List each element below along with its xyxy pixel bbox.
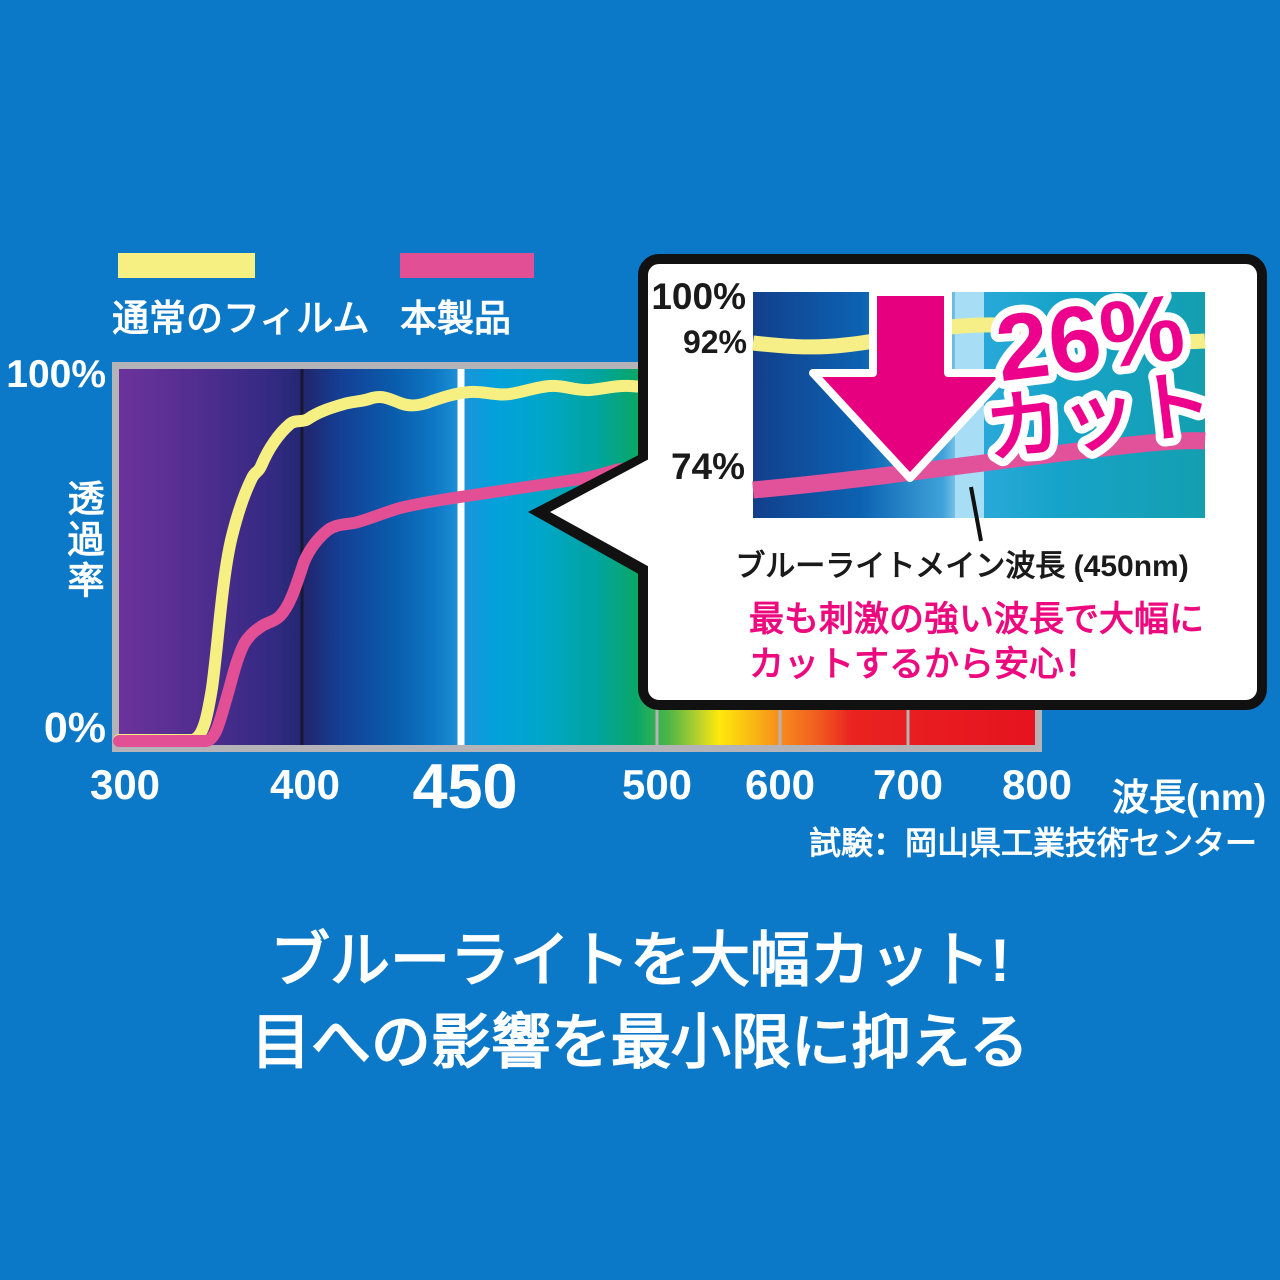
test-lab-footnote: 試験：岡山県工業技術センター — [808, 825, 1257, 861]
headline-line-2: 目への影響を最小限に抑える — [250, 1009, 1030, 1076]
x-tick-450: 450 — [412, 752, 518, 822]
mini-product-line — [752, 432, 1206, 499]
headline-line-1: ブルーライトを大幅カット! — [270, 927, 1010, 994]
marker-line-450nm — [457, 369, 465, 745]
y-axis-100-label: 100% — [6, 353, 106, 396]
mini-normal-film-line — [752, 317, 1206, 355]
legend-swatch-product — [400, 253, 534, 278]
x-tick-600: 600 — [744, 761, 816, 808]
legend-label-normal-film: 通常のフィルム — [112, 298, 370, 339]
callout-74pct-label: 74% — [670, 446, 745, 487]
cut-percentage-text: 26% — [990, 274, 1190, 401]
x-tick-300: 300 — [89, 761, 161, 808]
callout-92pct-label: 92% — [682, 324, 747, 360]
emphasis-line-1: 最も刺激の強い波長で大幅に — [749, 600, 1205, 639]
down-arrow-icon — [809, 288, 1011, 482]
x-tick-500: 500 — [621, 761, 693, 808]
legend-label-product: 本製品 — [400, 298, 511, 339]
x-tick-800: 800 — [1001, 761, 1073, 808]
y-axis-0-label: 0% — [43, 704, 106, 752]
wavelength-note: ブルーライトメイン波長 (450nm) — [735, 550, 1189, 583]
callout-100pct-label: 100% — [651, 276, 746, 317]
x-tick-700: 700 — [872, 761, 944, 808]
x-tick-400: 400 — [269, 761, 341, 808]
y-axis-title: 透過率 — [62, 479, 103, 602]
leader-line — [969, 486, 983, 542]
legend-swatch-normal-film — [118, 253, 255, 278]
emphasis-line-2: カットするから安心！ — [749, 645, 1100, 684]
x-axis-unit-label: 波長(nm) — [1112, 777, 1267, 818]
normal-film-line — [113, 379, 674, 746]
callout-tail-fill — [550, 451, 664, 575]
